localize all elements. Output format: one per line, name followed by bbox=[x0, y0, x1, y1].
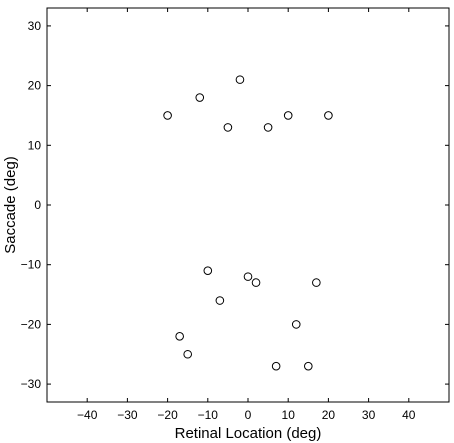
y-tick-label: 0 bbox=[34, 198, 41, 212]
data-point bbox=[163, 111, 172, 120]
data-points bbox=[163, 75, 333, 371]
data-point bbox=[183, 349, 192, 359]
x-tick-label: −40 bbox=[77, 408, 98, 422]
x-tick-label: 10 bbox=[282, 408, 296, 422]
x-axis-ticks: −40 −30 −20 −10 0 10 20 30 40 bbox=[77, 8, 416, 422]
data-point bbox=[223, 123, 233, 132]
y-tick-label: 30 bbox=[28, 19, 42, 33]
y-tick-label: −10 bbox=[21, 258, 42, 272]
data-point bbox=[271, 361, 281, 371]
data-point bbox=[304, 361, 313, 371]
x-axis-title: Retinal Location (deg) bbox=[175, 425, 322, 442]
data-point bbox=[324, 111, 333, 120]
data-point bbox=[195, 93, 205, 102]
y-tick-label: 10 bbox=[28, 138, 42, 152]
data-point bbox=[283, 111, 293, 120]
data-point bbox=[175, 332, 184, 341]
data-point bbox=[263, 123, 273, 132]
y-tick-label: 20 bbox=[28, 79, 42, 93]
x-tick-label: −10 bbox=[198, 408, 219, 422]
y-tick-label: −20 bbox=[21, 317, 42, 331]
y-tick-label: −30 bbox=[21, 377, 42, 391]
data-point bbox=[243, 272, 253, 281]
x-tick-label: 20 bbox=[322, 408, 336, 422]
x-tick-label: −20 bbox=[157, 408, 178, 422]
data-point bbox=[215, 296, 225, 305]
data-point bbox=[251, 278, 261, 287]
y-axis-title: Saccade (deg) bbox=[2, 156, 19, 254]
x-tick-label: −30 bbox=[117, 408, 138, 422]
x-tick-label: 0 bbox=[245, 408, 252, 422]
data-point bbox=[235, 75, 245, 84]
y-axis-ticks: −30 −20 −10 0 10 20 30 bbox=[21, 19, 449, 391]
data-point bbox=[203, 266, 213, 275]
x-tick-label: 40 bbox=[402, 408, 416, 422]
data-point bbox=[312, 278, 321, 287]
x-tick-label: 30 bbox=[362, 408, 376, 422]
data-point bbox=[291, 320, 301, 329]
plot-area bbox=[46, 7, 450, 403]
